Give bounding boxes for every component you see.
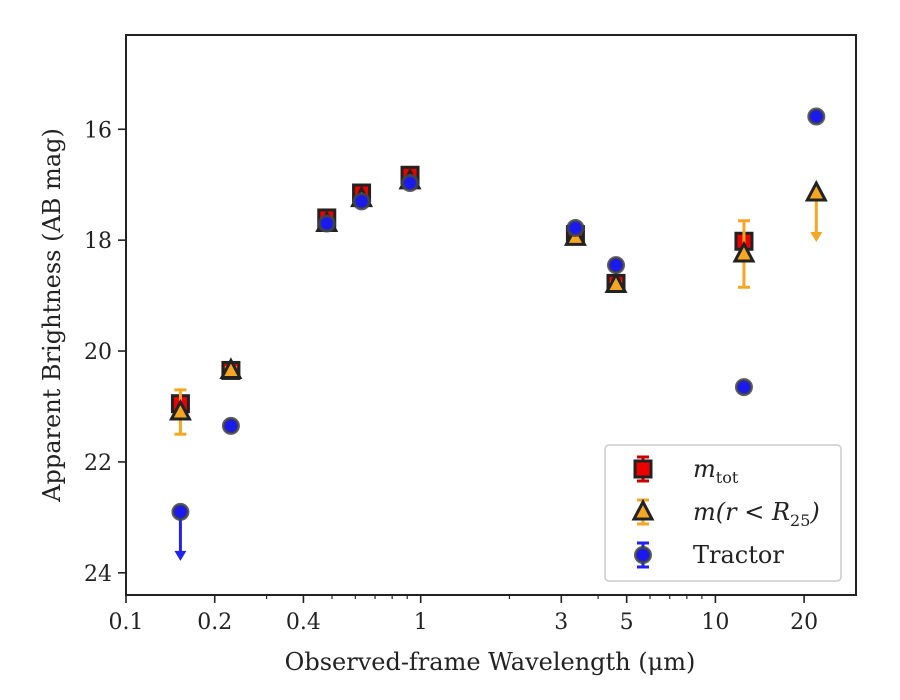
x-tick-label: 0.1 [109, 610, 144, 635]
x-tick-label: 0.4 [286, 610, 321, 635]
data-point-tractor [221, 416, 240, 435]
data-point-tractor [807, 107, 826, 126]
plot-border [125, 34, 857, 596]
data-point-tractor [317, 214, 336, 233]
y-tick-label: 16 [84, 118, 112, 143]
upper-limit-arrowhead [174, 550, 187, 561]
data-point-tractor [607, 256, 626, 275]
y-axis-label: Apparent Brightness (AB mag) [38, 128, 66, 503]
x-tick-label: 10 [701, 610, 729, 635]
x-axis: 0.1 0.2 0.4 1 3 5 10 20 [109, 595, 818, 635]
data-markers [168, 107, 828, 561]
x-tick-label: 1 [414, 610, 428, 635]
plot-area [125, 34, 857, 596]
legend: mtot m(r < R25) Tractor [604, 444, 842, 582]
data-point-mr25 [732, 240, 756, 263]
legend-box [604, 444, 842, 582]
upper-limit-arrowhead [810, 232, 823, 243]
data-point-mr25 [219, 357, 243, 379]
legend-label-mr25: m(r < R25) [693, 498, 820, 530]
data-point-mr25 [168, 398, 192, 421]
y-tick-label: 18 [84, 229, 112, 254]
series-mtot [170, 165, 754, 414]
legend-label-tractor: Tractor [693, 541, 784, 569]
x-tick-label: 5 [620, 610, 634, 635]
legend-label-mtot: mtot [693, 455, 739, 487]
x-tick-label: 20 [790, 610, 818, 635]
series-tractor [171, 107, 826, 561]
legend-marker-mtot [633, 459, 653, 479]
x-tick-label: 3 [554, 610, 568, 635]
legend-marker-tractor [634, 546, 652, 564]
x-tick-label: 0.2 [197, 610, 232, 635]
legend-marker-mr25 [631, 498, 655, 521]
data-point-tractor [352, 192, 371, 211]
y-tick-label: 24 [84, 562, 112, 587]
data-point-tractor [734, 378, 753, 397]
data-point-tractor [171, 502, 190, 521]
data-point-tractor [401, 174, 420, 193]
y-axis: 16 18 20 22 24 [84, 118, 126, 587]
y-tick-label: 22 [84, 451, 112, 476]
series-mr25 [168, 167, 828, 436]
data-point-tractor [566, 218, 585, 237]
x-axis-label: Observed-frame Wavelength (μm) [285, 648, 696, 676]
data-point-mr25 [804, 179, 828, 202]
y-tick-label: 20 [84, 340, 112, 365]
data-point-mr25 [604, 271, 628, 294]
